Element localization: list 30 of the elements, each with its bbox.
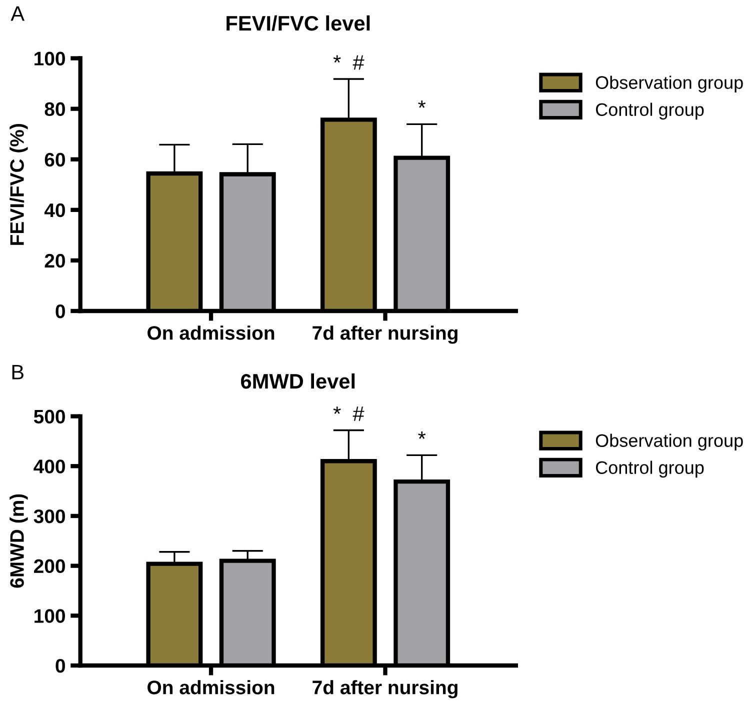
chart-title: FEVI/FVC level: [226, 15, 370, 31]
x-tick-label: On admission: [148, 326, 274, 340]
y-tick-label: 100: [34, 609, 65, 623]
y-tick-label: 80: [44, 102, 65, 116]
y-tick-label: 400: [34, 460, 65, 474]
annotation: * #: [333, 406, 364, 421]
legend-label: Observation group: [596, 76, 743, 93]
y-tick-label: 500: [34, 410, 65, 424]
y-axis-title: 6MWD (m): [10, 494, 28, 588]
y-tick-label: 0: [56, 658, 65, 673]
x-tick-label: 7d after nursing: [312, 680, 458, 698]
y-tick-label: 200: [34, 559, 65, 574]
y-tick-label: 40: [44, 203, 65, 218]
x-tick-label: On admission: [148, 680, 274, 694]
annotation: *: [418, 100, 426, 108]
text: B: [12, 364, 24, 380]
legend-label: Control group: [596, 102, 704, 120]
y-tick-label: 100: [34, 52, 65, 66]
y-tick-label: 0: [56, 304, 65, 318]
chart-title: 6MWD level: [241, 373, 355, 389]
text: A: [10, 6, 25, 21]
x-tick-label: 7d after nursing: [312, 326, 458, 344]
annotation: *: [418, 432, 426, 439]
annotation: * #: [333, 55, 364, 70]
y-tick-label: 300: [34, 509, 65, 524]
y-tick-label: 20: [44, 254, 65, 268]
legend-label: Control group: [596, 460, 704, 478]
y-tick-label: 60: [44, 152, 65, 167]
legend-label: Observation group: [596, 434, 743, 451]
y-axis-title: FEVI/FVC (%): [10, 124, 28, 245]
